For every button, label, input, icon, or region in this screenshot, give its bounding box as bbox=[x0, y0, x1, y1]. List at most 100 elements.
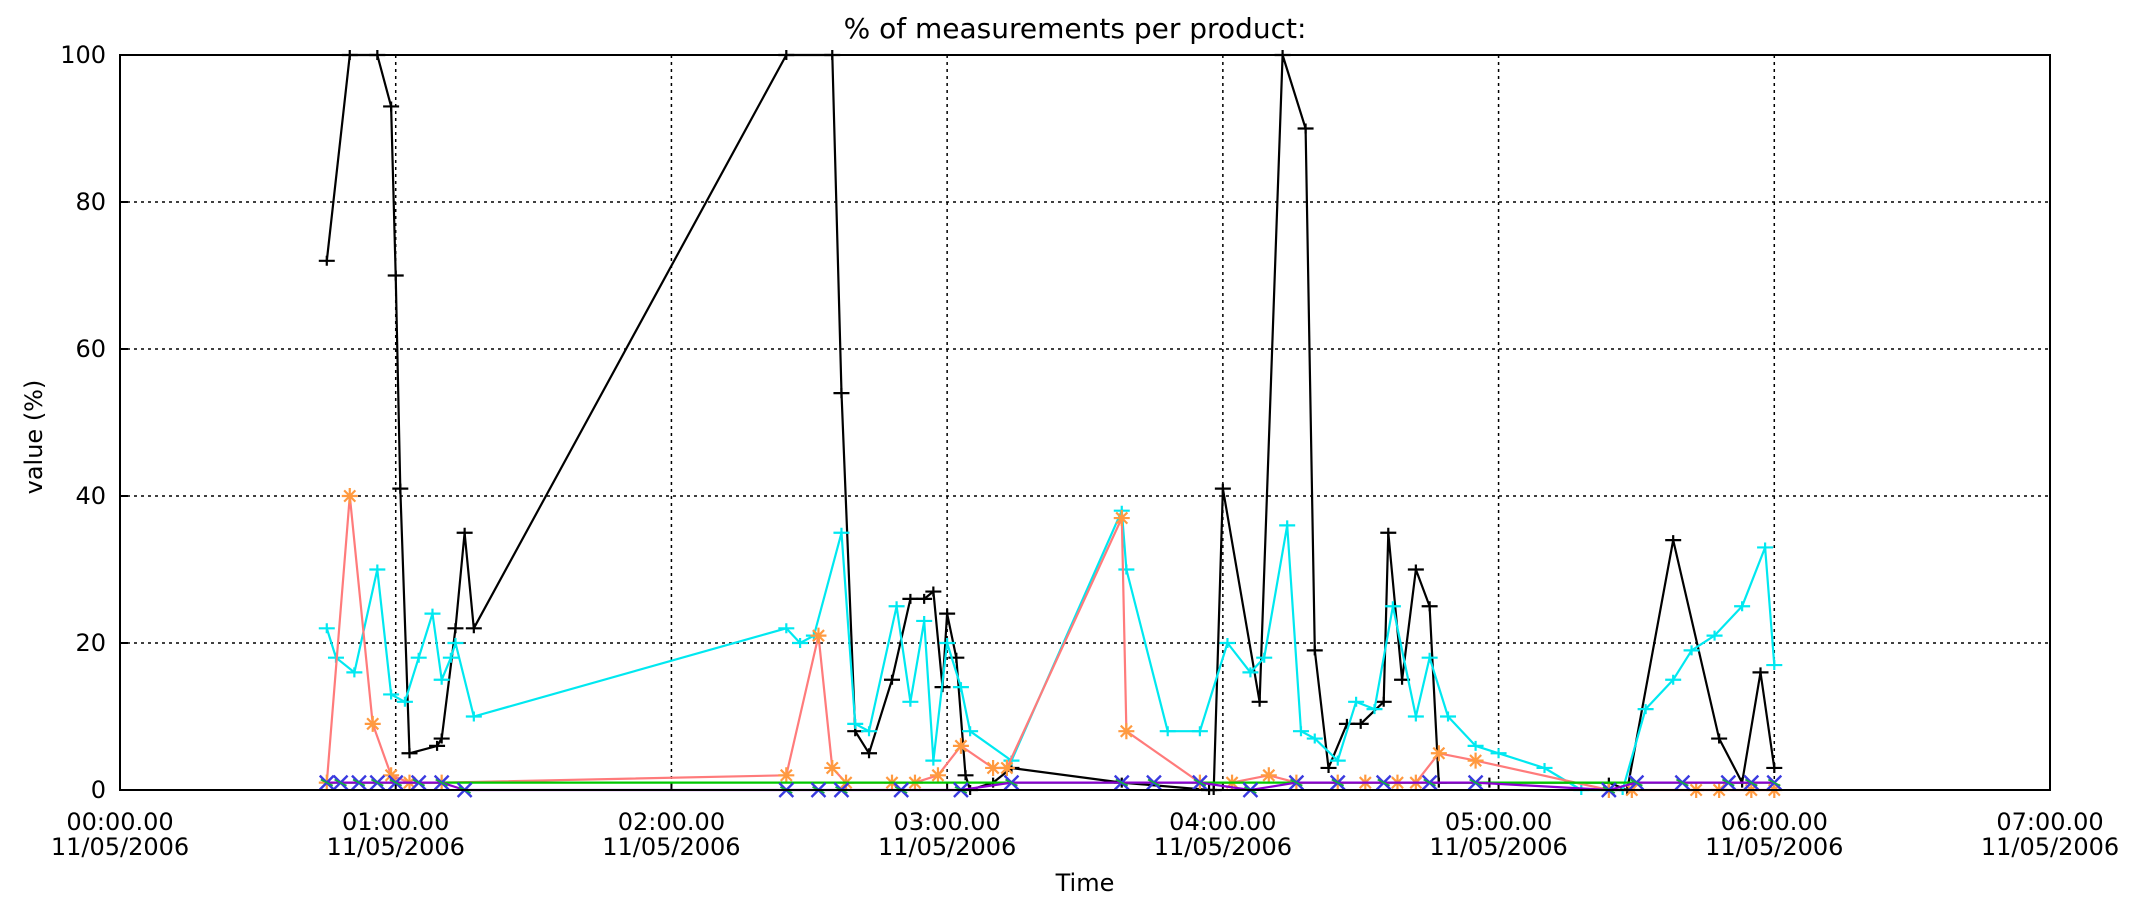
y-tick-label: 40 bbox=[75, 482, 106, 510]
data-point bbox=[952, 682, 969, 693]
data-point bbox=[318, 255, 335, 266]
data-point bbox=[847, 718, 864, 729]
x-tick-label: 05:00.00 bbox=[1445, 808, 1552, 836]
data-point bbox=[433, 733, 450, 744]
data-point bbox=[1348, 696, 1365, 707]
x-tick-date: 11/05/2006 bbox=[602, 833, 740, 861]
data-point bbox=[383, 101, 400, 112]
data-point bbox=[341, 488, 358, 504]
data-point bbox=[1734, 601, 1751, 612]
data-point bbox=[778, 623, 795, 634]
data-point-accent bbox=[1721, 778, 1735, 787]
data-point bbox=[1711, 733, 1728, 744]
data-point-accent bbox=[1767, 778, 1781, 787]
data-point-accent bbox=[412, 778, 426, 787]
data-point bbox=[364, 715, 381, 732]
data-point-accent bbox=[1676, 778, 1689, 787]
data-point bbox=[318, 623, 335, 634]
data-point bbox=[1490, 748, 1507, 759]
data-point bbox=[1637, 704, 1654, 715]
data-point bbox=[1375, 696, 1392, 707]
data-point bbox=[424, 608, 441, 619]
y-tick-label: 80 bbox=[75, 188, 106, 216]
data-point bbox=[1380, 527, 1397, 538]
data-point bbox=[1306, 645, 1323, 656]
data-point bbox=[1251, 696, 1268, 707]
data-point-accent bbox=[1423, 778, 1436, 787]
data-point bbox=[985, 759, 1002, 776]
data-point bbox=[998, 759, 1015, 776]
x-tick-label: 02:00.00 bbox=[618, 808, 725, 836]
data-point bbox=[442, 652, 459, 663]
data-point bbox=[1665, 674, 1682, 685]
series-line bbox=[325, 494, 1775, 792]
data-point bbox=[925, 755, 942, 766]
data-point-accent bbox=[352, 778, 366, 787]
data-point bbox=[1159, 726, 1176, 737]
data-point bbox=[916, 615, 933, 626]
data-point bbox=[1467, 740, 1484, 751]
data-point bbox=[392, 483, 409, 494]
data-point-accent bbox=[1147, 778, 1161, 787]
y-tick-label: 20 bbox=[75, 629, 106, 657]
x-tick-labels: 00:00.0011/05/200601:00.0011/05/200602:0… bbox=[51, 808, 2119, 861]
data-point bbox=[1757, 542, 1774, 553]
series-5 bbox=[318, 774, 1783, 798]
x-tick-label: 04:00.00 bbox=[1169, 808, 1276, 836]
data-point bbox=[1292, 726, 1309, 737]
x-tick-date: 11/05/2006 bbox=[1981, 833, 2119, 861]
x-tick-date: 11/05/2006 bbox=[1154, 833, 1292, 861]
data-point-accent bbox=[1290, 778, 1303, 787]
y-axis-label: value (%) bbox=[20, 380, 48, 495]
chart-title: % of measurements per product: bbox=[844, 12, 1307, 45]
data-point bbox=[1384, 601, 1401, 612]
series-2 bbox=[318, 505, 1783, 795]
x-tick-date: 11/05/2006 bbox=[51, 833, 189, 861]
data-point bbox=[957, 770, 974, 781]
data-point bbox=[1407, 711, 1424, 722]
x-tick-date: 11/05/2006 bbox=[1705, 833, 1843, 861]
x-axis-label: Time bbox=[1055, 869, 1115, 897]
x-tick-label: 00:00.00 bbox=[66, 808, 173, 836]
data-point bbox=[401, 748, 418, 759]
data-point bbox=[902, 696, 919, 707]
data-point bbox=[952, 737, 969, 754]
y-tick-labels: 0 20 40 60 80 100 bbox=[60, 41, 106, 804]
data-point-accent bbox=[1115, 778, 1129, 787]
data-point bbox=[939, 608, 956, 619]
data-point bbox=[1430, 745, 1447, 762]
data-point bbox=[1279, 520, 1296, 531]
data-point bbox=[387, 270, 404, 281]
data-point-accent bbox=[1744, 778, 1758, 787]
data-point-accent bbox=[334, 778, 347, 787]
x-tick-label: 03:00.00 bbox=[893, 808, 1000, 836]
data-point bbox=[1113, 510, 1130, 527]
data-point-accent bbox=[1469, 778, 1482, 787]
data-point bbox=[429, 740, 446, 751]
data-point bbox=[1407, 564, 1424, 575]
data-point bbox=[1260, 767, 1277, 784]
data-point bbox=[778, 767, 795, 784]
data-point bbox=[346, 667, 363, 678]
data-point bbox=[1366, 704, 1383, 715]
data-point bbox=[925, 586, 942, 597]
data-point bbox=[1256, 652, 1273, 663]
data-point bbox=[396, 696, 413, 707]
data-point bbox=[1665, 535, 1682, 546]
data-point bbox=[1683, 645, 1700, 656]
data-point bbox=[1352, 718, 1369, 729]
data-point bbox=[888, 601, 905, 612]
data-point bbox=[1219, 638, 1236, 648]
data-point bbox=[1118, 723, 1135, 740]
data-point bbox=[1329, 755, 1346, 766]
data-point bbox=[383, 767, 400, 784]
data-point bbox=[1421, 652, 1438, 663]
data-point bbox=[447, 623, 464, 634]
data-point bbox=[1306, 733, 1323, 744]
data-point-accent bbox=[1331, 778, 1345, 787]
data-point bbox=[1766, 762, 1783, 773]
data-point bbox=[833, 388, 850, 399]
data-point-accent bbox=[1005, 778, 1018, 787]
x-tick-date: 11/05/2006 bbox=[1429, 833, 1567, 861]
